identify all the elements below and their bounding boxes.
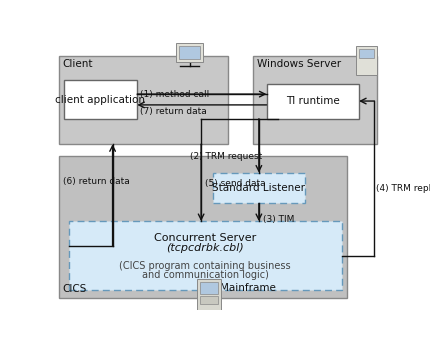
Bar [58,56,228,144]
Text: Mainframe: Mainframe [220,283,276,293]
Text: (7) return data: (7) return data [139,107,206,116]
Text: (3) TIM: (3) TIM [263,215,294,224]
Text: client application: client application [55,95,145,104]
Bar [254,56,377,144]
Text: Standard Listener: Standard Listener [212,183,305,193]
Bar [69,221,342,291]
Bar [200,296,218,303]
Bar [200,282,218,294]
Text: (tcpcdrbk.cbl): (tcpcdrbk.cbl) [166,243,244,253]
Text: (4) TRM reply: (4) TRM reply [376,184,430,193]
Text: Concurrent Server: Concurrent Server [154,233,256,243]
Bar [359,49,375,58]
Text: and communication logic): and communication logic) [141,270,268,280]
Text: CICS: CICS [62,284,87,294]
Text: (1) method call: (1) method call [139,90,209,99]
Text: (CICS program containing business: (CICS program containing business [119,261,291,271]
Text: (2) TRM request: (2) TRM request [190,152,262,161]
Text: Client: Client [62,60,93,70]
Text: Windows Server: Windows Server [257,60,341,70]
Bar [64,80,137,119]
Bar [197,279,221,310]
Bar [179,46,200,59]
Text: TI runtime: TI runtime [286,96,340,106]
Bar [356,46,378,75]
Text: (5) send data: (5) send data [205,179,266,188]
Bar [58,156,347,298]
Bar [213,173,305,204]
Text: (6) return data: (6) return data [62,176,129,185]
Bar [267,84,359,119]
Bar [176,43,203,62]
